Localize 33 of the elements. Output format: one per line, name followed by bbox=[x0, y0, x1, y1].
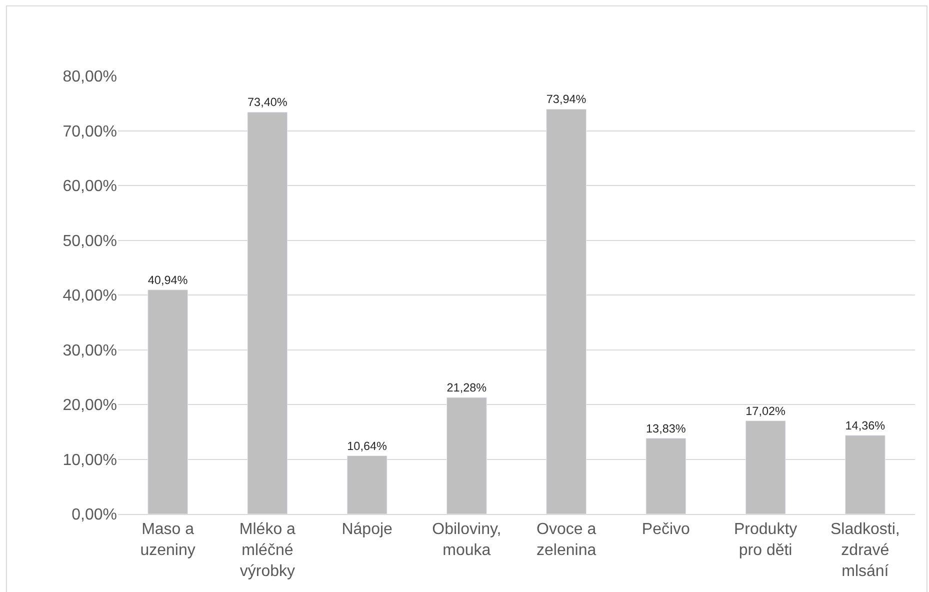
x-tick-label: Obiloviny, mouka bbox=[432, 521, 502, 559]
x-tick-label: Nápoje bbox=[342, 521, 393, 538]
bar bbox=[247, 112, 288, 514]
x-tick-label: Ovoce a zelenina bbox=[536, 521, 596, 559]
data-label: 10,64% bbox=[347, 440, 388, 453]
y-tick-label: 60,00% bbox=[62, 178, 117, 196]
bar bbox=[646, 438, 686, 514]
y-tick-label: 40,00% bbox=[62, 288, 117, 305]
x-tick-label: Pečivo bbox=[642, 521, 690, 538]
bar bbox=[845, 435, 886, 514]
data-label: 21,28% bbox=[446, 382, 488, 395]
x-tick-label: Produkty pro děti bbox=[734, 521, 798, 559]
data-label: 13,83% bbox=[646, 422, 686, 436]
bar bbox=[148, 290, 188, 514]
y-tick-label: 80,00% bbox=[62, 68, 117, 86]
bar bbox=[745, 420, 786, 514]
data-label: 17,02% bbox=[746, 404, 786, 418]
bar bbox=[546, 108, 586, 514]
data-label: 73,94% bbox=[546, 93, 587, 106]
x-tick-label: Mléko a mléčné výrobky bbox=[239, 521, 296, 580]
data-label: 14,36% bbox=[845, 419, 886, 432]
x-tick-label: Sladkosti, zdravé mlsání bbox=[830, 521, 900, 580]
y-tick-label: 0,00% bbox=[72, 506, 117, 524]
x-tick-label: Maso a uzeniny bbox=[140, 521, 196, 559]
bar bbox=[446, 397, 487, 514]
y-tick-label: 70,00% bbox=[62, 123, 117, 140]
y-tick-label: 30,00% bbox=[62, 342, 117, 360]
bar bbox=[346, 456, 388, 514]
data-label: 40,94% bbox=[148, 274, 188, 287]
y-tick-label: 50,00% bbox=[62, 232, 117, 250]
y-tick-label: 20,00% bbox=[62, 397, 117, 414]
data-label: 73,40% bbox=[248, 96, 288, 110]
y-tick-label: 10,00% bbox=[62, 452, 117, 469]
